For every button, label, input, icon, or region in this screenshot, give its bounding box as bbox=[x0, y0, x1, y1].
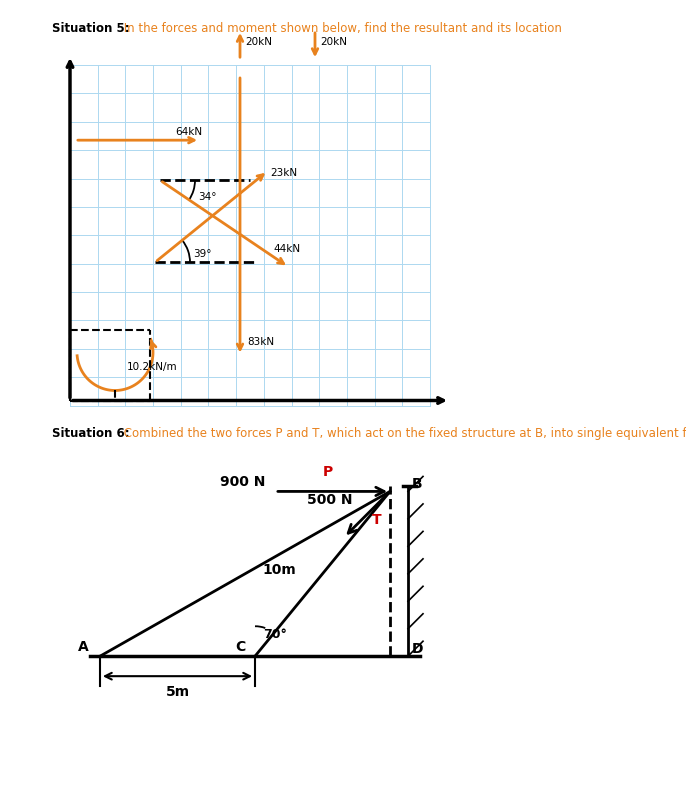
Text: 5m: 5m bbox=[165, 685, 189, 699]
Text: B: B bbox=[412, 477, 423, 492]
Text: T: T bbox=[372, 513, 381, 527]
Text: 23kN: 23kN bbox=[271, 168, 298, 178]
Text: 70°: 70° bbox=[263, 628, 287, 642]
Text: 83kN: 83kN bbox=[247, 337, 274, 348]
Text: 39°: 39° bbox=[193, 249, 211, 260]
Text: Situation 5:: Situation 5: bbox=[52, 22, 130, 35]
Text: 900 N: 900 N bbox=[220, 476, 265, 489]
Text: C: C bbox=[235, 640, 246, 654]
Text: 20kN: 20kN bbox=[320, 37, 347, 47]
Text: D: D bbox=[412, 642, 423, 656]
Text: In the forces and moment shown below, find the resultant and its location: In the forces and moment shown below, fi… bbox=[120, 22, 562, 35]
Text: 44kN: 44kN bbox=[274, 244, 300, 254]
Text: 64kN: 64kN bbox=[175, 127, 202, 137]
Text: Situation 6:: Situation 6: bbox=[52, 426, 130, 440]
Text: 10m: 10m bbox=[263, 563, 296, 577]
Text: 34°: 34° bbox=[198, 192, 217, 202]
Text: 20kN: 20kN bbox=[245, 37, 272, 47]
Text: 500 N: 500 N bbox=[307, 493, 353, 507]
Text: P: P bbox=[322, 465, 333, 480]
Text: Combined the two forces P and T, which act on the fixed structure at B, into sin: Combined the two forces P and T, which a… bbox=[120, 426, 686, 440]
Text: A: A bbox=[78, 640, 88, 654]
Text: 10.2kN/m: 10.2kN/m bbox=[127, 363, 178, 372]
